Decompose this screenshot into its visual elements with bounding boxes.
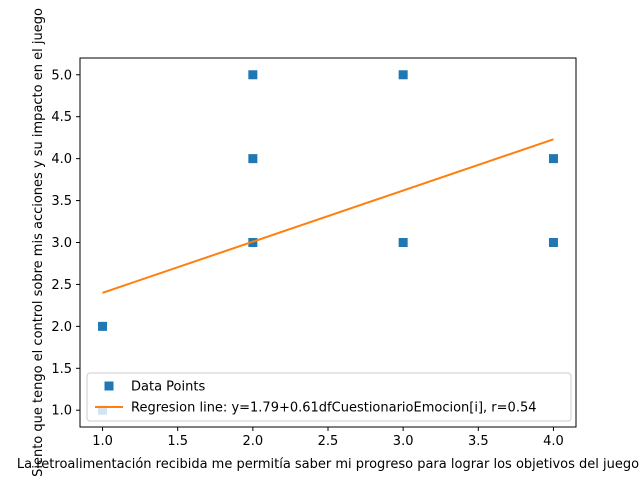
x-tick-label: 1.0 [92,434,113,449]
x-tick-label: 3.0 [393,434,414,449]
x-axis: 1.0 1.5 2.0 2.5 3.0 3.5 4.0 [92,427,564,449]
legend-entry-label: Regresion line: y=1.79+0.61dfCuestionari… [131,401,537,416]
x-tick-label: 3.5 [468,434,489,449]
y-tick-label: 4.0 [51,152,72,167]
y-axis-label: Siento que tengo el control sobre mis ac… [31,8,46,477]
y-tick-label: 4.5 [51,110,72,125]
regression-line [102,138,554,294]
y-tick-label: 5.0 [51,68,72,83]
x-tick-label: 2.0 [243,434,264,449]
x-tick-label: 1.5 [167,434,188,449]
legend-box [86,372,572,422]
x-tick-label: 4.0 [543,434,564,449]
legend: Data Points Regresion line: y=1.79+0.61df… [86,372,572,422]
legend-entry-label: Data Points [131,380,205,395]
data-point [398,70,408,80]
y-tick-label: 1.0 [51,404,72,419]
y-tick-label: 3.0 [51,236,72,251]
data-point [98,321,108,331]
legend-marker-swatch [104,381,114,391]
y-axis: 1.0 1.5 2.0 2.5 3.0 3.5 4.0 4.5 5.0 [51,68,80,419]
x-tick-label: 2.5 [318,434,339,449]
y-tick-label: 2.5 [51,278,72,293]
data-point [248,70,258,80]
data-point [398,238,408,247]
data-point [248,154,258,164]
data-point [548,154,558,164]
data-point [548,238,558,247]
y-tick-label: 1.5 [51,362,72,377]
x-axis-label: La retroalimentación recibida me permití… [17,457,639,472]
y-tick-label: 3.5 [51,194,72,209]
y-tick-label: 2.0 [51,320,72,335]
